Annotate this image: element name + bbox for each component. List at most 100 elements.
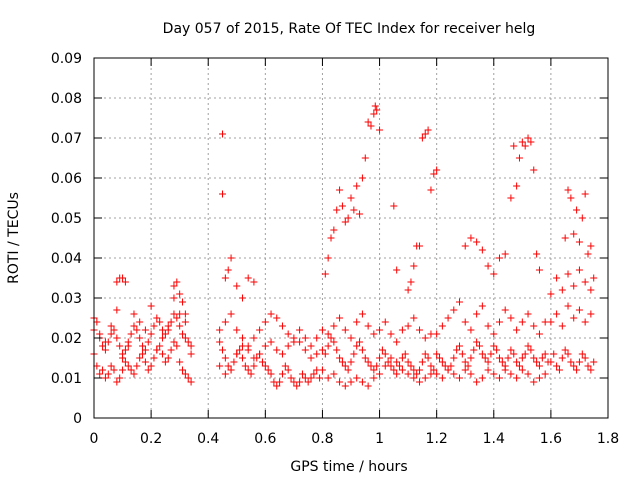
- data-point: [238, 294, 246, 302]
- data-point: [521, 350, 529, 358]
- data-point: [433, 166, 441, 174]
- data-point: [164, 354, 172, 362]
- data-point: [116, 374, 124, 382]
- data-point: [393, 338, 401, 346]
- data-point: [424, 354, 432, 362]
- data-point: [261, 342, 269, 350]
- data-point: [578, 214, 586, 222]
- data-point: [587, 286, 595, 294]
- data-point: [127, 330, 135, 338]
- data-point: [450, 370, 458, 378]
- data-point: [113, 378, 121, 386]
- data-point: [373, 106, 381, 114]
- data-point: [99, 366, 107, 374]
- data-point: [410, 262, 418, 270]
- data-point: [401, 350, 409, 358]
- data-point: [341, 218, 349, 226]
- data-point: [161, 330, 169, 338]
- y-tick-label: 0: [73, 411, 82, 427]
- data-point: [273, 382, 281, 390]
- axis-ticks: [93, 57, 609, 419]
- data-point: [530, 322, 538, 330]
- data-point: [535, 362, 543, 370]
- data-point: [473, 310, 481, 318]
- data-point: [581, 318, 589, 326]
- x-axis-label: GPS time / hours: [290, 459, 407, 475]
- data-point: [570, 314, 578, 322]
- data-point: [570, 362, 578, 370]
- data-point: [547, 358, 555, 366]
- data-point: [110, 366, 118, 374]
- data-point: [515, 362, 523, 370]
- data-point: [184, 374, 192, 382]
- data-point: [133, 362, 141, 370]
- data-point: [233, 350, 241, 358]
- data-point: [370, 374, 378, 382]
- data-point: [424, 126, 432, 134]
- y-tick-label: 0.02: [51, 331, 82, 347]
- data-point: [244, 366, 252, 374]
- data-point: [416, 242, 424, 250]
- data-point: [467, 326, 475, 334]
- data-point: [358, 346, 366, 354]
- data-point: [121, 358, 129, 366]
- data-point: [318, 346, 326, 354]
- data-point: [107, 362, 115, 370]
- data-point: [358, 174, 366, 182]
- data-point: [453, 346, 461, 354]
- data-point: [456, 298, 464, 306]
- data-point: [558, 286, 566, 294]
- data-point: [161, 358, 169, 366]
- data-point: [173, 342, 181, 350]
- data-point: [484, 358, 492, 366]
- data-point: [416, 378, 424, 386]
- data-point: [478, 350, 486, 358]
- data-point: [267, 310, 275, 318]
- data-point: [433, 370, 441, 378]
- data-point: [358, 378, 366, 386]
- data-point: [513, 358, 521, 366]
- data-point: [438, 322, 446, 330]
- data-point: [418, 358, 426, 366]
- data-point: [316, 374, 324, 382]
- data-point: [518, 138, 526, 146]
- data-point: [456, 374, 464, 382]
- x-tick-label: 1.2: [426, 431, 448, 447]
- data-point: [518, 318, 526, 326]
- data-point: [113, 278, 121, 286]
- data-point: [284, 330, 292, 338]
- data-point: [281, 362, 289, 370]
- data-point: [364, 118, 372, 126]
- data-point: [555, 366, 563, 374]
- data-point: [301, 334, 309, 342]
- data-point: [327, 234, 335, 242]
- data-point: [444, 366, 452, 374]
- data-point: [587, 242, 595, 250]
- data-point: [504, 354, 512, 362]
- data-point: [384, 358, 392, 366]
- data-point: [535, 374, 543, 382]
- data-point: [273, 314, 281, 322]
- data-point: [478, 246, 486, 254]
- y-axis-label: ROTI / TECUs: [6, 192, 22, 284]
- data-point: [518, 366, 526, 374]
- data-point: [356, 338, 364, 346]
- data-point: [333, 206, 341, 214]
- data-point: [156, 342, 164, 350]
- data-point: [181, 318, 189, 326]
- y-tick-label: 0.04: [51, 251, 82, 267]
- data-point: [344, 214, 352, 222]
- data-point: [524, 134, 532, 142]
- data-point: [381, 350, 389, 358]
- data-point: [407, 362, 415, 370]
- data-point: [461, 242, 469, 250]
- data-point: [153, 346, 161, 354]
- x-tick-label: 0: [90, 431, 99, 447]
- data-point: [330, 338, 338, 346]
- data-point: [353, 318, 361, 326]
- data-point: [487, 350, 495, 358]
- data-point: [164, 326, 172, 334]
- data-point: [250, 354, 258, 362]
- data-point: [296, 338, 304, 346]
- data-point: [484, 322, 492, 330]
